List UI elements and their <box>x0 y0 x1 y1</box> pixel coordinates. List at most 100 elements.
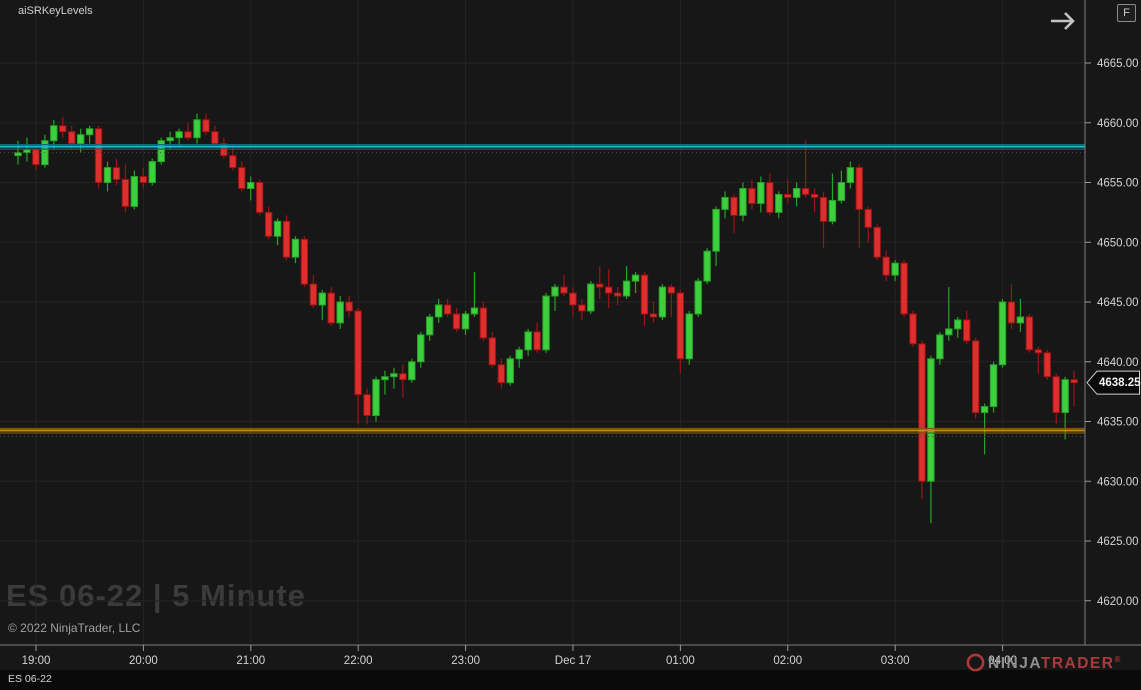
candle <box>345 301 353 312</box>
candle <box>452 313 461 330</box>
candle <box>989 364 998 408</box>
candle <box>470 307 479 315</box>
candle <box>309 283 318 306</box>
candle <box>417 334 425 363</box>
candle <box>1061 379 1069 414</box>
candle <box>542 295 550 351</box>
candle <box>837 182 846 201</box>
candle <box>291 238 300 258</box>
price-axis-label[interactable]: 4620.00 <box>1097 596 1139 608</box>
time-axis-label[interactable]: 19:00 <box>22 655 51 667</box>
candle <box>1052 376 1060 414</box>
candle <box>211 131 219 145</box>
price-axis-label[interactable]: 4645.00 <box>1097 297 1139 309</box>
candle <box>59 125 67 133</box>
candle <box>667 286 676 294</box>
tab-strip: ES 06-22 <box>0 670 1141 690</box>
candle <box>148 161 156 183</box>
candle <box>613 292 622 297</box>
candle <box>801 187 810 195</box>
candle <box>434 304 443 318</box>
time-axis-label[interactable]: 20:00 <box>129 655 158 667</box>
candle <box>721 196 729 210</box>
time-axis-label[interactable]: 01:00 <box>666 655 695 667</box>
candle <box>506 358 514 384</box>
price-axis-label[interactable]: 4635.00 <box>1097 417 1139 429</box>
candle <box>68 131 76 145</box>
candle <box>891 262 899 276</box>
candle <box>927 358 935 482</box>
candle <box>363 394 371 417</box>
price-axis-label[interactable]: 4625.00 <box>1097 536 1139 548</box>
candle <box>1070 379 1078 384</box>
axes: 4665.00 4660.00 4655.00 4650.00 4645.00 4640.… <box>0 0 1141 667</box>
time-axis-label[interactable]: 22:00 <box>344 655 373 667</box>
candle <box>94 128 103 184</box>
candle <box>157 140 165 163</box>
price-axis-label[interactable]: 4655.00 <box>1097 178 1139 190</box>
candle <box>810 193 819 198</box>
chart-watermark: ES 06-22 | 5 Minute <box>6 578 306 613</box>
indicator-label: aiSRKeyLevels <box>18 5 93 17</box>
candle <box>971 340 980 414</box>
candle <box>730 196 738 216</box>
candle <box>578 304 586 312</box>
candle <box>408 361 416 381</box>
candle <box>605 286 613 294</box>
candle <box>631 274 640 282</box>
candle <box>354 310 362 396</box>
candle <box>909 313 917 345</box>
price-axis-label[interactable]: 4660.00 <box>1097 118 1139 130</box>
candle <box>372 379 380 417</box>
candle <box>954 319 962 330</box>
candle <box>202 119 210 133</box>
candle <box>399 373 407 381</box>
candle <box>255 182 264 213</box>
time-axis-label[interactable]: 21:00 <box>236 655 265 667</box>
candle <box>175 131 183 139</box>
candle <box>103 167 112 183</box>
candle <box>551 286 559 297</box>
candle <box>739 187 747 216</box>
candle <box>1007 301 1016 324</box>
time-axis-label[interactable]: 04:00 <box>988 655 1017 667</box>
tab-es-06-22[interactable]: ES 06-22 <box>8 673 52 685</box>
scroll-to-latest-arrow-icon[interactable] <box>1046 8 1080 39</box>
time-axis-label[interactable]: 03:00 <box>881 655 910 667</box>
candle <box>712 208 720 252</box>
time-axis-label[interactable]: 02:00 <box>773 655 802 667</box>
candle <box>32 149 40 166</box>
candle <box>748 187 756 204</box>
candle <box>85 128 94 136</box>
candle <box>426 316 434 336</box>
candle <box>533 331 541 351</box>
candle <box>488 337 497 366</box>
candle <box>658 286 667 318</box>
time-axis-label[interactable]: Dec 17 <box>555 655 591 667</box>
price-axis-label[interactable]: 4640.00 <box>1097 357 1139 369</box>
price-axis-label[interactable]: 4630.00 <box>1097 476 1139 488</box>
candle <box>1025 316 1034 351</box>
candle <box>792 187 801 198</box>
candle <box>139 176 148 183</box>
candle <box>50 125 58 142</box>
candle <box>238 167 246 189</box>
candle <box>596 283 604 288</box>
candle <box>1034 349 1042 354</box>
fullscreen-button[interactable]: F <box>1117 4 1136 22</box>
logo-text-trader: TRADER <box>1040 655 1115 672</box>
candle <box>560 286 568 294</box>
candle <box>1016 316 1025 324</box>
price-axis-label[interactable]: 4650.00 <box>1097 237 1139 249</box>
candle <box>318 292 327 306</box>
candle <box>327 292 335 324</box>
last-price-marker: 4638.25 <box>1099 377 1141 389</box>
candle <box>918 343 926 482</box>
candle <box>130 176 139 207</box>
candle <box>882 256 890 276</box>
time-axis-label[interactable]: 23:00 <box>451 655 480 667</box>
price-axis-label[interactable]: 4665.00 <box>1097 58 1139 70</box>
candle <box>828 199 837 222</box>
